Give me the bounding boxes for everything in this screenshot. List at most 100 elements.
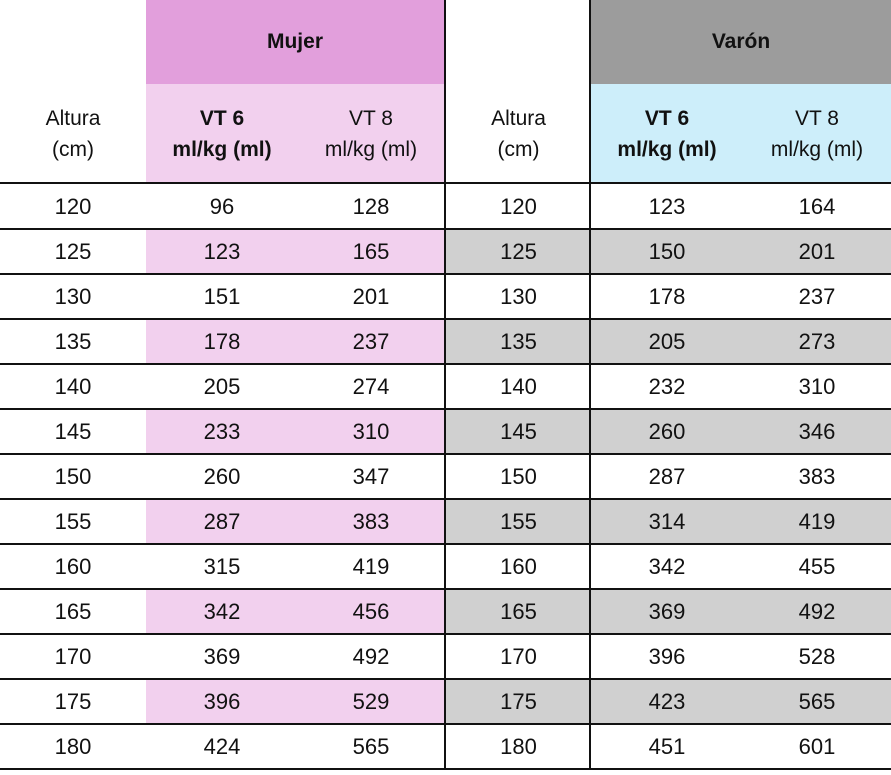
- female-vt8-column-header: VT 8 ml/kg (ml): [298, 84, 444, 183]
- female-height-cell: 150: [54, 463, 92, 489]
- male-vt8-cell: 492: [743, 589, 891, 634]
- female-vt8-cell: 456: [298, 589, 444, 634]
- female-vt6-cell: 260: [203, 463, 241, 489]
- male-height-cell: 160: [500, 553, 537, 579]
- female-height-cell: 125: [54, 238, 92, 264]
- male-vt8-cell: 164: [798, 193, 836, 219]
- vt8-unit: ml/kg (ml): [324, 137, 418, 161]
- male-height-cell: 165: [446, 589, 591, 634]
- female-vt8-cell: 201: [352, 283, 390, 309]
- male-vt6-cell: 232: [648, 373, 686, 399]
- vt6-unit: ml/kg (ml): [172, 137, 272, 161]
- female-vt8-cell: 492: [352, 643, 390, 669]
- height-unit: (cm): [52, 137, 94, 161]
- female-vt6-cell: 424: [203, 733, 241, 759]
- male-vt6-cell: 205: [591, 319, 743, 364]
- vt6-label: VT 6: [199, 106, 245, 130]
- female-vt6-cell: 396: [146, 679, 298, 724]
- vt6-label: VT 6: [644, 106, 690, 130]
- male-vt8-cell: 310: [798, 373, 836, 399]
- male-vt6-column-header: VT 6 ml/kg (ml): [591, 84, 743, 183]
- male-height-cell: 180: [500, 733, 537, 759]
- female-height-column-header: Altura (cm): [0, 84, 146, 183]
- male-vt8-cell: 383: [798, 463, 836, 489]
- female-vt6-cell: 96: [209, 193, 235, 219]
- male-vt8-cell: 273: [743, 319, 891, 364]
- male-height-cell: 155: [446, 499, 591, 544]
- female-vt6-cell: 205: [203, 373, 241, 399]
- female-vt6-cell: 287: [146, 499, 298, 544]
- female-vt6-cell: 123: [146, 229, 298, 274]
- male-vt6-cell: 423: [591, 679, 743, 724]
- section-divider-left: [444, 0, 446, 768]
- male-height-column-header: Altura (cm): [446, 84, 591, 183]
- female-height-cell: 155: [54, 508, 92, 534]
- female-vt8-cell: 165: [298, 229, 444, 274]
- group-header-row: Mujer Varón: [0, 0, 891, 84]
- vt8-label: VT 8: [349, 106, 393, 130]
- female-height-cell: 120: [54, 193, 92, 219]
- table-row: 160 315 419 160 342 455: [0, 544, 891, 589]
- male-height-cell: 175: [446, 679, 591, 724]
- height-unit: (cm): [497, 137, 540, 161]
- female-vt8-cell: 237: [298, 319, 444, 364]
- male-vt6-cell: 396: [648, 643, 686, 669]
- section-divider-right: [589, 0, 591, 768]
- table-row: 140 205 274 140 232 310: [0, 364, 891, 409]
- female-height-cell: 135: [54, 328, 92, 354]
- male-vt6-cell: 150: [591, 229, 743, 274]
- male-vt8-cell: 565: [743, 679, 891, 724]
- female-vt8-cell: 347: [352, 463, 390, 489]
- female-height-cell: 180: [54, 733, 92, 759]
- male-height-cell: 170: [500, 643, 537, 669]
- female-height-cell: 170: [54, 643, 92, 669]
- male-vt8-cell: 201: [743, 229, 891, 274]
- female-vt6-cell: 315: [203, 553, 241, 579]
- table-row: 135 178 237 135 205 273: [0, 319, 891, 364]
- male-height-cell: 140: [500, 373, 537, 399]
- female-vt8-cell: 383: [298, 499, 444, 544]
- height-label: Altura: [491, 106, 546, 130]
- male-vt8-cell: 419: [743, 499, 891, 544]
- vt8-unit: ml/kg (ml): [770, 137, 864, 161]
- male-height-cell: 120: [500, 193, 537, 219]
- male-height-cell: 130: [500, 283, 537, 309]
- column-header-row: Altura (cm) VT 6 ml/kg (ml) VT 8 ml/kg (…: [0, 84, 891, 183]
- female-vt8-cell: 310: [298, 409, 444, 454]
- vt6-unit: ml/kg (ml): [617, 137, 717, 161]
- male-group-label: Varón: [711, 30, 771, 53]
- table-row: 175 396 529 175 423 565: [0, 679, 891, 724]
- vt8-label: VT 8: [795, 106, 839, 130]
- row-divider: [0, 768, 891, 770]
- female-height-cell: 160: [54, 553, 92, 579]
- male-height-cell: 145: [446, 409, 591, 454]
- female-group-header: Mujer: [146, 0, 444, 84]
- female-vt6-column-header: VT 6 ml/kg (ml): [146, 84, 298, 183]
- table-row: 165 342 456 165 369 492: [0, 589, 891, 634]
- table-row: 170 369 492 170 396 528: [0, 634, 891, 679]
- male-height-cell: 150: [500, 463, 537, 489]
- female-vt6-cell: 233: [146, 409, 298, 454]
- male-vt6-cell: 342: [648, 553, 686, 579]
- male-vt6-cell: 260: [591, 409, 743, 454]
- female-vt6-cell: 151: [203, 283, 241, 309]
- female-vt6-cell: 178: [146, 319, 298, 364]
- male-vt6-cell: 369: [591, 589, 743, 634]
- female-vt8-cell: 529: [298, 679, 444, 724]
- female-height-cell: 175: [54, 688, 92, 714]
- height-label: Altura: [45, 106, 101, 130]
- female-height-cell: 165: [54, 598, 92, 624]
- male-vt8-cell: 455: [798, 553, 836, 579]
- table-row: 125 123 165 125 150 201: [0, 229, 891, 274]
- male-height-cell: 135: [446, 319, 591, 364]
- male-vt8-cell: 237: [798, 283, 836, 309]
- male-vt6-cell: 451: [648, 733, 686, 759]
- table-row: 155 287 383 155 314 419: [0, 499, 891, 544]
- male-vt6-cell: 314: [591, 499, 743, 544]
- male-vt8-cell: 346: [743, 409, 891, 454]
- female-height-cell: 145: [54, 418, 92, 444]
- male-group-header: Varón: [591, 0, 891, 84]
- male-vt8-cell: 528: [798, 643, 836, 669]
- female-height-cell: 130: [54, 283, 92, 309]
